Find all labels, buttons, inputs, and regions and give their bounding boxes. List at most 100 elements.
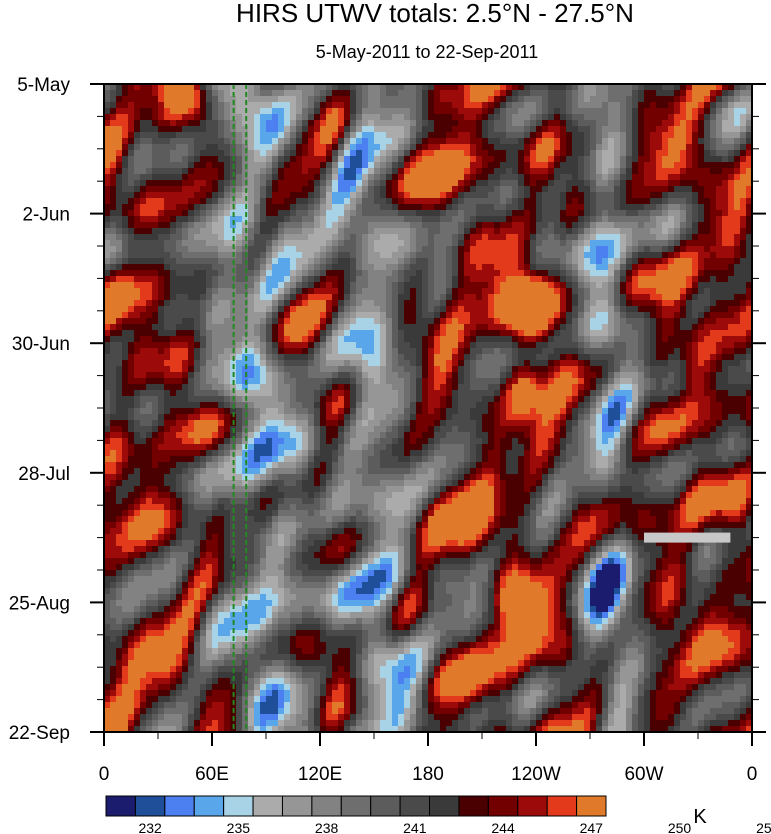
heatmap-cell bbox=[560, 324, 567, 331]
heatmap-cell bbox=[434, 264, 441, 271]
heatmap-cell bbox=[206, 132, 213, 139]
heatmap-cell bbox=[554, 258, 561, 265]
heatmap-cell bbox=[218, 294, 225, 301]
heatmap-cell bbox=[638, 354, 645, 361]
heatmap-cell bbox=[344, 216, 351, 223]
heatmap-cell bbox=[428, 330, 435, 337]
heatmap-cell bbox=[434, 168, 441, 175]
heatmap-cell bbox=[710, 336, 717, 343]
heatmap-cell bbox=[116, 216, 123, 223]
heatmap-cell bbox=[182, 276, 189, 283]
heatmap-cell bbox=[500, 96, 507, 103]
heatmap-cell bbox=[218, 180, 225, 187]
heatmap-cell bbox=[272, 102, 279, 109]
heatmap-cell bbox=[440, 348, 447, 355]
heatmap-cell bbox=[134, 246, 141, 253]
heatmap-cell bbox=[146, 270, 153, 277]
heatmap-cell bbox=[734, 108, 741, 115]
heatmap-cell bbox=[434, 336, 441, 343]
heatmap-cell bbox=[290, 174, 297, 181]
heatmap-cell bbox=[740, 162, 747, 169]
heatmap-cell bbox=[128, 282, 135, 289]
heatmap-cell bbox=[620, 270, 627, 277]
heatmap-cell bbox=[308, 174, 315, 181]
heatmap-cell bbox=[710, 144, 717, 151]
heatmap-cell bbox=[242, 342, 249, 349]
heatmap-cell bbox=[374, 114, 381, 121]
heatmap-cell bbox=[128, 270, 135, 277]
heatmap-cell bbox=[380, 228, 387, 235]
heatmap-cell bbox=[608, 294, 615, 301]
heatmap-cell bbox=[128, 126, 135, 133]
heatmap-cell bbox=[362, 162, 369, 169]
heatmap-cell bbox=[602, 180, 609, 187]
heatmap-cell bbox=[362, 282, 369, 289]
heatmap-cell bbox=[626, 354, 633, 361]
heatmap-cell bbox=[296, 264, 303, 271]
heatmap-cell bbox=[152, 258, 159, 265]
heatmap-cell bbox=[194, 138, 201, 145]
heatmap-cell bbox=[350, 96, 357, 103]
heatmap-cell bbox=[524, 120, 531, 127]
heatmap-cell bbox=[362, 168, 369, 175]
heatmap-cell bbox=[656, 174, 663, 181]
heatmap-cell bbox=[212, 360, 219, 367]
heatmap-cell bbox=[170, 234, 177, 241]
heatmap-cell bbox=[554, 240, 561, 247]
heatmap-cell bbox=[122, 156, 129, 163]
heatmap-cell bbox=[218, 174, 225, 181]
heatmap-cell bbox=[128, 162, 135, 169]
heatmap-cell bbox=[368, 132, 375, 139]
heatmap-cell bbox=[494, 156, 501, 163]
heatmap-cell bbox=[458, 144, 465, 151]
heatmap-cell bbox=[176, 198, 183, 205]
heatmap-cell bbox=[260, 84, 267, 91]
heatmap-cell bbox=[110, 300, 117, 307]
heatmap-cell bbox=[716, 120, 723, 127]
heatmap-cell bbox=[386, 132, 393, 139]
heatmap-cell bbox=[428, 120, 435, 127]
heatmap-cell bbox=[332, 150, 339, 157]
heatmap-cell bbox=[134, 270, 141, 277]
heatmap-cell bbox=[332, 180, 339, 187]
heatmap-cell bbox=[308, 294, 315, 301]
heatmap-cell bbox=[116, 132, 123, 139]
heatmap-cell bbox=[458, 180, 465, 187]
heatmap-cell bbox=[464, 288, 471, 295]
heatmap-cell bbox=[392, 192, 399, 199]
heatmap-cell bbox=[356, 114, 363, 121]
heatmap-cell bbox=[578, 228, 585, 235]
heatmap-cell bbox=[380, 264, 387, 271]
heatmap-cell bbox=[332, 138, 339, 145]
heatmap-cell bbox=[668, 222, 675, 229]
heatmap-cell bbox=[632, 156, 639, 163]
heatmap-cell bbox=[248, 168, 255, 175]
heatmap-cell bbox=[206, 306, 213, 313]
heatmap-cell bbox=[506, 132, 513, 139]
heatmap-cell bbox=[608, 150, 615, 157]
heatmap-cell bbox=[662, 174, 669, 181]
heatmap-cell bbox=[638, 222, 645, 229]
heatmap-cell bbox=[200, 174, 207, 181]
heatmap-cell bbox=[548, 336, 555, 343]
heatmap-cell bbox=[572, 354, 579, 361]
heatmap-cell bbox=[734, 162, 741, 169]
heatmap-cell bbox=[446, 162, 453, 169]
heatmap-cell bbox=[530, 228, 537, 235]
heatmap-cell bbox=[116, 204, 123, 211]
heatmap-cell bbox=[704, 240, 711, 247]
heatmap-cell bbox=[284, 186, 291, 193]
heatmap-cell bbox=[422, 330, 429, 337]
heatmap-cell bbox=[464, 150, 471, 157]
heatmap-cell bbox=[152, 204, 159, 211]
heatmap-cell bbox=[110, 228, 117, 235]
heatmap-cell bbox=[428, 324, 435, 331]
heatmap-cell bbox=[416, 162, 423, 169]
heatmap-cell bbox=[200, 120, 207, 127]
heatmap-cell bbox=[266, 168, 273, 175]
heatmap-cell bbox=[614, 336, 621, 343]
heatmap-cell bbox=[500, 174, 507, 181]
heatmap-cell bbox=[332, 324, 339, 331]
heatmap-cell bbox=[164, 330, 171, 337]
heatmap-cell bbox=[140, 198, 147, 205]
